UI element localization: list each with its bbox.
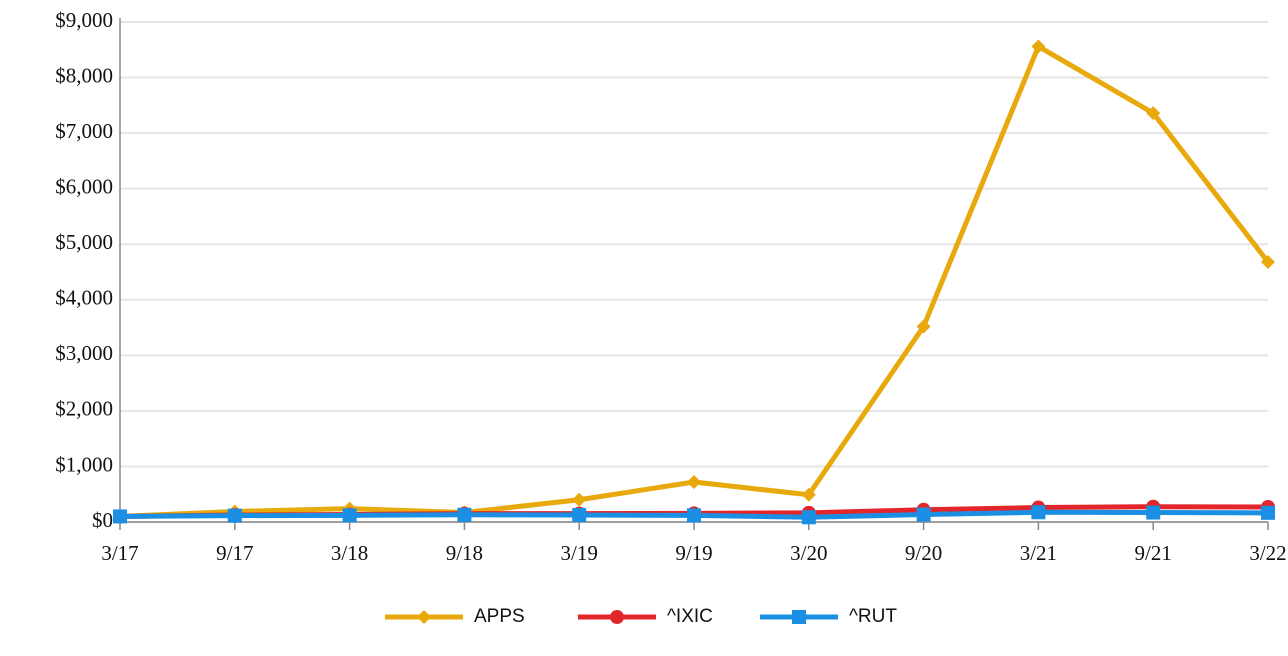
point <box>687 508 701 523</box>
x-tick-label: 3/18 <box>331 541 368 565</box>
x-tick-label: 9/17 <box>216 541 253 565</box>
legend-label: ^IXIC <box>667 606 713 627</box>
point <box>457 507 472 522</box>
point <box>1031 39 1046 54</box>
x-tick-label: 9/18 <box>446 541 483 565</box>
point <box>1146 505 1161 520</box>
y-tick-label: $2,000 <box>55 397 113 421</box>
legend-label: ^RUT <box>849 606 897 627</box>
y-tick-label: $3,000 <box>55 341 113 365</box>
x-tick-label: 9/19 <box>675 541 712 565</box>
point <box>227 508 242 523</box>
y-tick-label: $7,000 <box>55 119 113 143</box>
point <box>572 492 587 507</box>
point <box>801 487 816 502</box>
point <box>1146 106 1161 121</box>
x-tick-label: 9/20 <box>905 541 942 565</box>
point <box>1261 255 1275 269</box>
point <box>572 508 587 523</box>
point <box>916 319 931 334</box>
series-line <box>119 43 1270 519</box>
x-tick-label: 9/21 <box>1135 541 1172 565</box>
y-tick-label: $6,000 <box>55 174 113 198</box>
x-tick-label: 3/21 <box>1020 541 1057 565</box>
y-tick-label: $4,000 <box>55 286 113 310</box>
point <box>687 475 701 489</box>
x-tick-label: 3/19 <box>561 541 598 565</box>
y-tick-label: $1,000 <box>55 452 113 476</box>
point <box>113 509 127 524</box>
x-tick-label: 3/20 <box>790 541 827 565</box>
point <box>916 507 931 522</box>
legend-marker <box>417 610 431 624</box>
point <box>1261 505 1275 520</box>
y-tick-label: $5,000 <box>55 230 113 254</box>
legend-marker <box>610 610 624 624</box>
point <box>1031 505 1046 520</box>
y-tick-label: $9,000 <box>55 8 113 32</box>
x-tick-label: 3/22 <box>1249 541 1286 565</box>
y-tick-label: $8,000 <box>55 63 113 87</box>
y-tick-label: $0 <box>92 508 113 532</box>
point <box>801 510 816 525</box>
x-tick-label: 3/17 <box>101 541 138 565</box>
legend-label: APPS <box>474 606 525 627</box>
legend-marker <box>792 610 806 624</box>
point <box>342 508 357 523</box>
